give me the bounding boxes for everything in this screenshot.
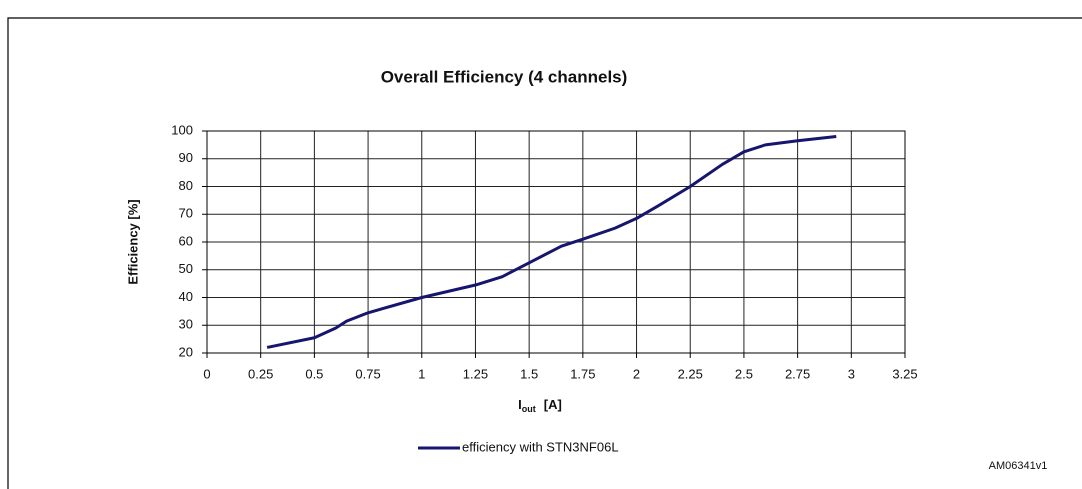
y-tick-label: 60: [179, 233, 193, 248]
x-tick-label: 0.75: [355, 366, 380, 381]
y-tick-label: 20: [179, 344, 193, 359]
chart-title: Overall Efficiency (4 channels): [381, 67, 628, 86]
y-tick-label: 40: [179, 289, 193, 304]
x-tick-label: 1.75: [570, 366, 595, 381]
x-tick-label: 1.25: [463, 366, 488, 381]
x-label-sub: out: [522, 404, 536, 414]
x-label-unit: [A]: [544, 397, 562, 412]
y-axis-label: Efficiency [%]: [125, 199, 140, 284]
footnote: AM06341v1: [989, 460, 1048, 472]
x-tick-label: 1: [418, 366, 425, 381]
x-tick-label: 3: [848, 366, 855, 381]
x-tick-label: 0.25: [248, 366, 273, 381]
y-tick-label: 80: [179, 178, 193, 193]
legend-label: efficiency with STN3NF06L: [462, 439, 619, 454]
y-tick-label: 90: [179, 150, 193, 165]
x-label-main: I: [518, 397, 522, 412]
y-tick-label: 70: [179, 206, 193, 221]
plot-border: [206, 130, 906, 354]
x-tick-label: 3.25: [892, 366, 917, 381]
y-tick-label: 100: [171, 122, 193, 137]
y-tick-label: 50: [179, 261, 193, 276]
x-axis-label: Iout [A]: [518, 397, 562, 414]
y-tick-label: 30: [179, 317, 193, 332]
x-tick-label: 0: [203, 366, 210, 381]
x-tick-label: 2.5: [735, 366, 753, 381]
frame: [7, 17, 1082, 489]
x-tick-label: 2.25: [678, 366, 703, 381]
x-tick-label: 1.5: [520, 366, 538, 381]
x-tick-label: 2.75: [785, 366, 810, 381]
x-tick-label: 0.5: [305, 366, 323, 381]
data-line: [266, 135, 837, 349]
x-tick-label: 2: [633, 366, 640, 381]
